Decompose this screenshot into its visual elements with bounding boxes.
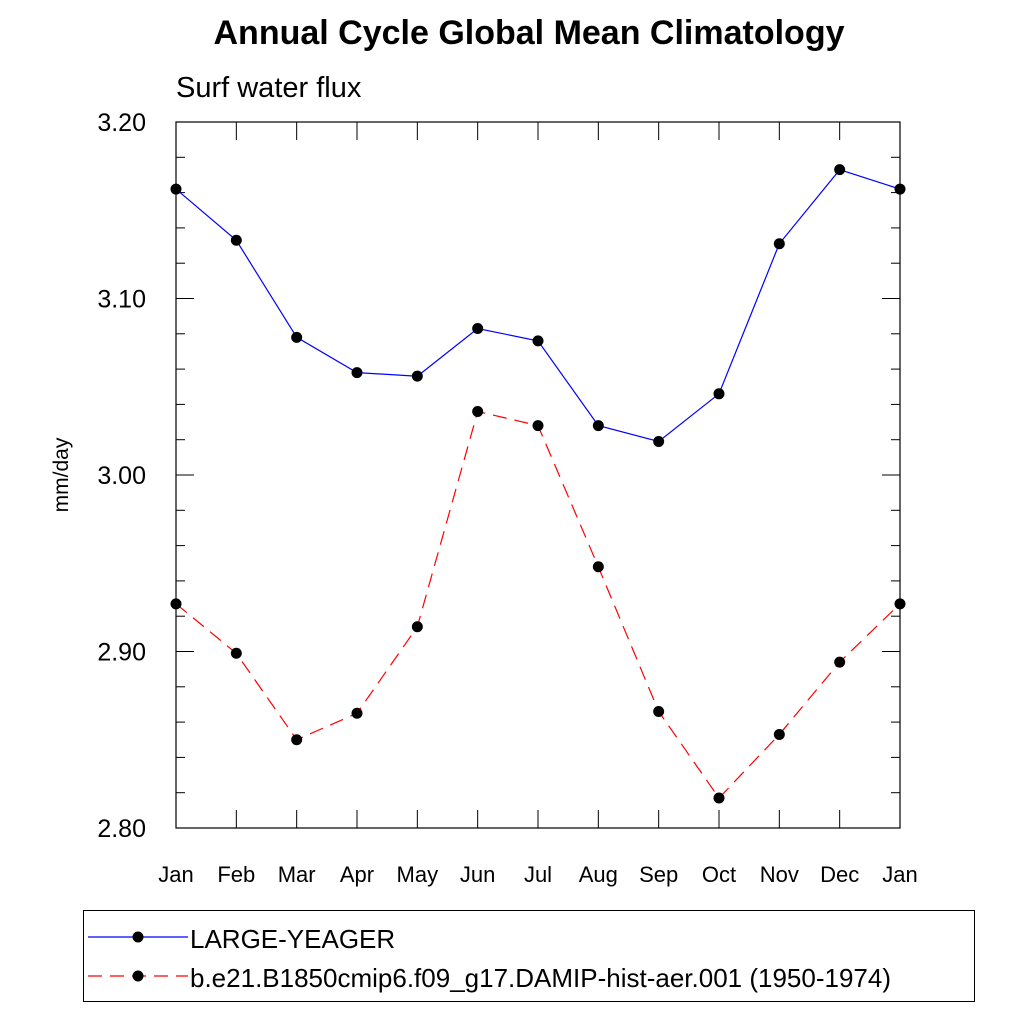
- legend-label: b.e21.B1850cmip6.f09_g17.DAMIP-hist-aer.…: [190, 963, 891, 993]
- y-tick-label: 3.10: [97, 286, 146, 314]
- data-point: [472, 323, 484, 335]
- data-point: [351, 367, 363, 379]
- x-tick-label: Jul: [524, 862, 552, 887]
- y-tick-label: 3.20: [97, 109, 146, 137]
- legend-label: LARGE-YEAGER: [190, 924, 396, 954]
- data-point: [411, 621, 423, 633]
- x-tick-label: Jan: [882, 862, 917, 887]
- data-point: [411, 370, 423, 382]
- x-tick-label: Sep: [639, 862, 678, 887]
- x-tick-label: Jun: [460, 862, 495, 887]
- series-line-0: [175, 169, 901, 443]
- legend-item-large-yeager: LARGE-YEAGER: [84, 918, 974, 958]
- y-axis-label: mm/day: [50, 437, 73, 512]
- data-point: [230, 647, 242, 659]
- y-tick-label: 3.00: [97, 462, 146, 490]
- chart-subtitle: Surf water flux: [176, 72, 362, 104]
- data-point: [592, 561, 604, 573]
- data-point: [472, 405, 484, 417]
- series-line-1: [175, 410, 901, 799]
- data-point: [834, 656, 846, 668]
- legend: LARGE-YEAGER b.e21.B1850cmip6.f09_g17.DA…: [83, 910, 975, 1002]
- plot-frame: [175, 121, 901, 829]
- data-point: [291, 734, 303, 746]
- data-point: [653, 435, 665, 447]
- data-point: [230, 234, 242, 246]
- line-chart: 3.203.103.002.902.80 Jan Feb Mar Apr May Jun J…: [50, 109, 918, 887]
- series-points: [170, 164, 906, 804]
- x-tick-label: Dec: [820, 862, 859, 887]
- data-point: [351, 707, 363, 719]
- series-lines: [175, 169, 901, 799]
- x-tick-label: Aug: [579, 862, 618, 887]
- legend-item-damip-hist-aer: b.e21.B1850cmip6.f09_g17.DAMIP-hist-aer.…: [84, 957, 974, 997]
- legend-swatch-red: [88, 970, 188, 982]
- data-point: [773, 238, 785, 250]
- data-point: [532, 420, 544, 432]
- y-tick-labels: 3.20 3.10 3.00 2.90 2.80: [97, 109, 146, 843]
- x-tick-label: Oct: [702, 862, 736, 887]
- x-tick-label: Apr: [340, 862, 374, 887]
- legend-swatch-blue: [88, 931, 188, 943]
- x-tick-label: Nov: [760, 862, 799, 887]
- y-tick-label: 2.80: [97, 815, 146, 843]
- x-tick-label: Jan: [158, 862, 193, 887]
- data-point: [653, 706, 665, 718]
- data-point: [713, 792, 725, 804]
- data-point: [592, 420, 604, 432]
- data-point: [713, 388, 725, 400]
- x-tick-label: May: [397, 862, 439, 887]
- data-point: [773, 728, 785, 740]
- chart-title: Annual Cycle Global Mean Climatology: [213, 14, 845, 52]
- data-point: [291, 331, 303, 343]
- data-point: [532, 335, 544, 347]
- data-point: [834, 164, 846, 176]
- x-tick-labels: Jan Feb Mar Apr May Jun Jul Aug Sep Oct Nov Dec Jan: [158, 862, 917, 887]
- x-tick-label: Feb: [217, 862, 255, 887]
- x-tick-label: Mar: [278, 862, 316, 887]
- y-tick-label: 2.90: [97, 639, 146, 667]
